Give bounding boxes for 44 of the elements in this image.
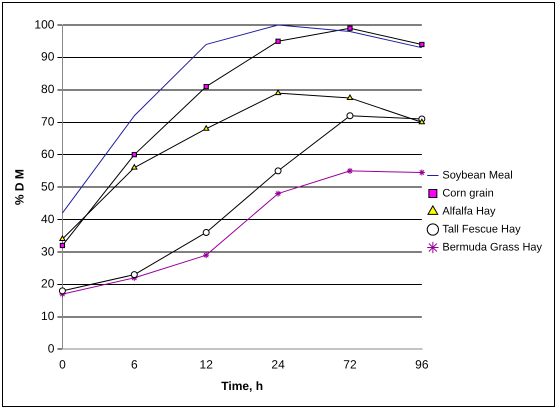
- x-tick-label: 24: [271, 358, 286, 372]
- x-tick-label: 0: [59, 358, 66, 372]
- y-tick-label: 20: [41, 276, 55, 291]
- point: [202, 228, 210, 236]
- x-tick-label: 6: [130, 358, 138, 372]
- legend-label: Soybean Meal: [442, 170, 513, 182]
- x-tick-label: 12: [200, 358, 214, 372]
- point: [346, 112, 354, 120]
- point: [203, 125, 210, 131]
- legend-label: Bermuda Grass Hay: [442, 242, 542, 254]
- legend-label: Tall Fescue Hay: [442, 224, 522, 236]
- legend-label: Alfalfa Hay: [442, 206, 496, 218]
- y-tick-label: 0: [48, 342, 55, 356]
- y-tick-label: 80: [41, 82, 55, 96]
- x-tick-label: 96: [415, 358, 429, 372]
- x-axis-title: Time, h: [221, 379, 264, 394]
- x-tick-label: 72: [343, 358, 357, 372]
- point: [202, 252, 210, 259]
- point: [346, 94, 354, 100]
- point: [346, 167, 354, 174]
- y-tick-label: 40: [41, 212, 55, 226]
- point: [347, 26, 353, 31]
- point: [275, 38, 281, 44]
- point: [131, 164, 138, 170]
- point: [274, 90, 282, 96]
- y-axis-title: % D M: [12, 169, 27, 206]
- point: [419, 42, 424, 48]
- point: [132, 152, 137, 158]
- y-tick-label: 70: [41, 114, 55, 129]
- y-tick-label: 90: [41, 50, 55, 64]
- point: [130, 271, 138, 278]
- point: [204, 84, 209, 90]
- y-tick-label: 100: [34, 17, 55, 32]
- legend-label: Corn grain: [442, 188, 494, 200]
- y-tick-label: 50: [41, 179, 55, 194]
- point: [274, 190, 282, 198]
- point: [418, 118, 425, 124]
- point: [59, 235, 66, 241]
- point: [58, 287, 66, 294]
- point: [60, 242, 66, 248]
- y-tick-label: 60: [41, 146, 55, 161]
- y-tick-label: 30: [41, 244, 55, 258]
- y-tick-label: 10: [41, 309, 55, 324]
- point: [274, 167, 282, 174]
